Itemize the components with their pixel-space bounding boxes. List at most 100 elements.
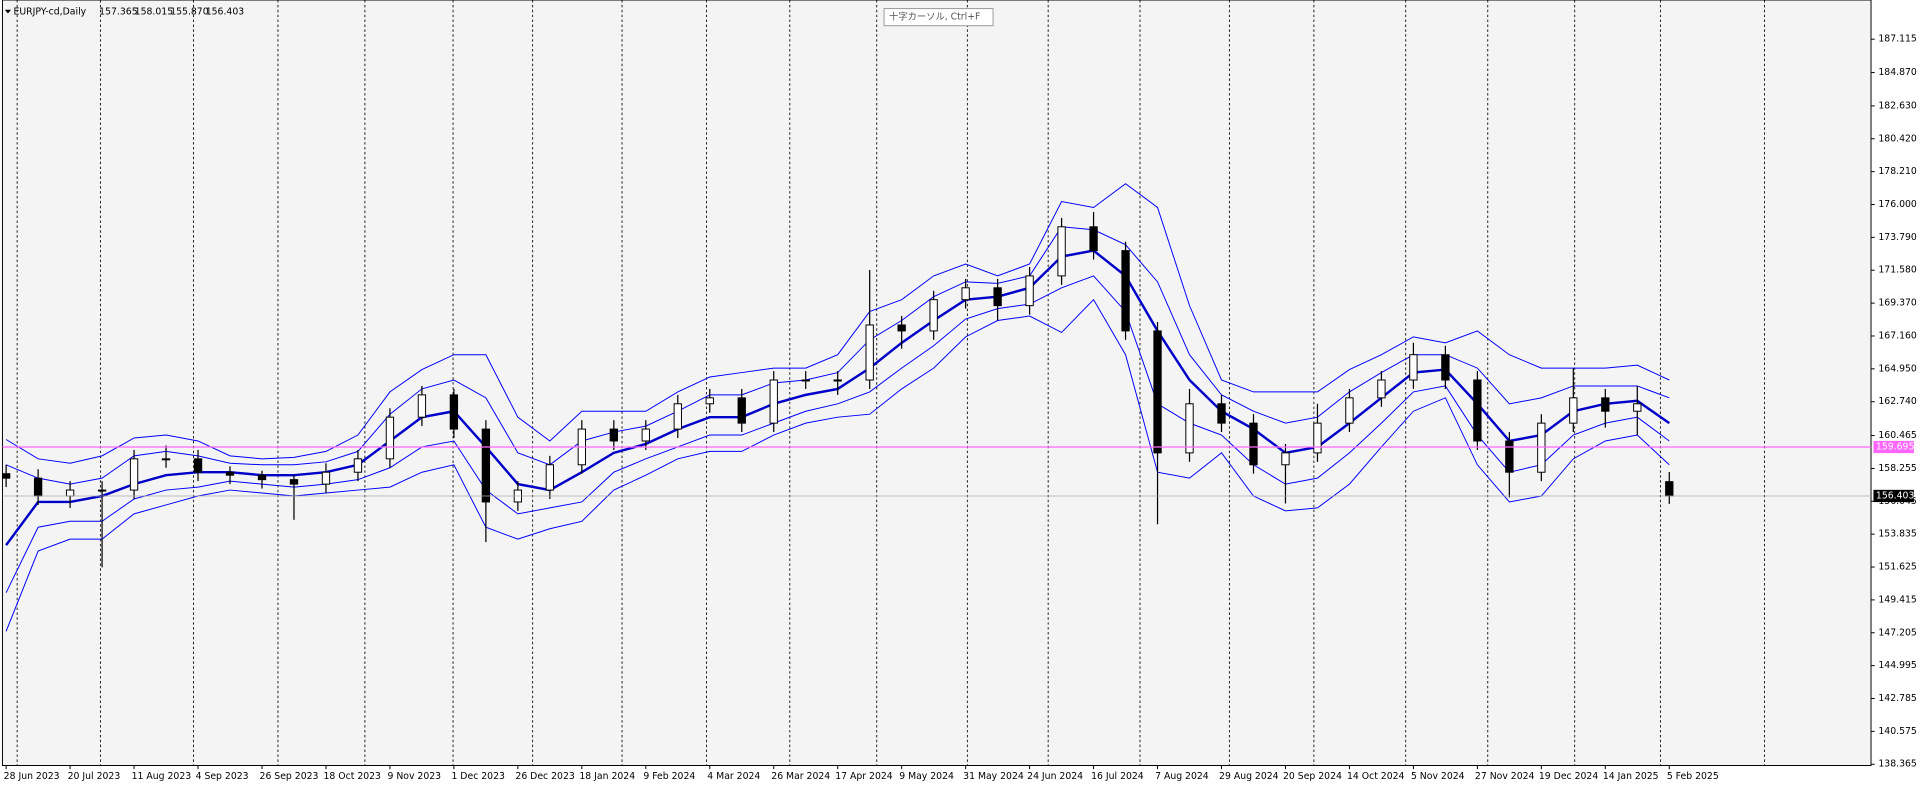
y-tick-label: 171.580 bbox=[1878, 265, 1917, 276]
candle-body bbox=[1057, 226, 1066, 277]
x-tick-label: 7 Aug 2024 bbox=[1155, 771, 1209, 782]
candle-body bbox=[449, 394, 459, 430]
x-tick-label: 17 Apr 2024 bbox=[835, 771, 893, 782]
candle-body bbox=[481, 428, 491, 503]
y-tick-label: 182.630 bbox=[1878, 100, 1917, 111]
y-tick-label: 153.835 bbox=[1878, 529, 1917, 540]
candle-body bbox=[129, 458, 139, 491]
candle-body bbox=[161, 458, 171, 461]
candle-body bbox=[1313, 422, 1322, 454]
symbol-label: EURJPY-cd,Daily bbox=[13, 7, 86, 18]
candle-body bbox=[1, 473, 11, 479]
candle-body bbox=[1601, 397, 1610, 412]
candle-body bbox=[1153, 330, 1162, 454]
y-tick-label: 162.740 bbox=[1878, 396, 1917, 407]
candle-body bbox=[417, 394, 427, 418]
x-tick-label: 9 Nov 2023 bbox=[387, 771, 441, 782]
x-tick-label: 1 Dec 2023 bbox=[451, 771, 505, 782]
x-tick-label: 29 Aug 2024 bbox=[1219, 771, 1279, 782]
candle-body bbox=[385, 416, 395, 460]
x-tick-label: 26 Dec 2023 bbox=[515, 771, 574, 782]
y-tick-label: 144.995 bbox=[1878, 660, 1917, 671]
open-label: 157.365 bbox=[99, 7, 138, 18]
y-tick-label: 158.255 bbox=[1878, 463, 1917, 474]
candle-body bbox=[545, 464, 555, 491]
candle-body bbox=[289, 479, 299, 485]
candle-body bbox=[1249, 422, 1258, 466]
candle-body bbox=[993, 287, 1002, 307]
candle-body bbox=[33, 477, 43, 497]
current-price-box bbox=[1873, 489, 1914, 503]
candles bbox=[1, 211, 1674, 568]
close-label: 156.403 bbox=[206, 7, 245, 18]
candle-body bbox=[769, 379, 778, 424]
candle-body bbox=[705, 397, 714, 405]
candle-body bbox=[257, 474, 267, 481]
low-label: 155.870 bbox=[170, 7, 209, 18]
x-tick-label: 27 Nov 2024 bbox=[1475, 771, 1535, 782]
y-tick-label: 169.370 bbox=[1878, 298, 1917, 309]
x-tick-label: 14 Jan 2025 bbox=[1603, 771, 1659, 782]
x-tick-label: 5 Nov 2024 bbox=[1411, 771, 1465, 782]
level-label-box bbox=[1873, 440, 1914, 454]
x-tick-label: 28 Jun 2023 bbox=[4, 771, 60, 782]
candle-body bbox=[641, 428, 650, 442]
menu-triangle[interactable] bbox=[4, 9, 12, 14]
x-tick-label: 26 Mar 2024 bbox=[771, 771, 830, 782]
x-tick-label: 9 Feb 2024 bbox=[643, 771, 695, 782]
x-tick-label: 4 Sep 2023 bbox=[196, 771, 249, 782]
candle-body bbox=[321, 471, 331, 485]
y-tick-label: 140.575 bbox=[1878, 726, 1917, 737]
tooltip-box bbox=[883, 8, 994, 27]
candle-body bbox=[1089, 226, 1098, 252]
current-price-label: 156.403 bbox=[1876, 490, 1915, 501]
x-tick-label: 16 Jul 2024 bbox=[1091, 771, 1144, 782]
x-tick-label: 20 Jul 2023 bbox=[68, 771, 121, 782]
x-tick-label: 14 Oct 2024 bbox=[1347, 771, 1405, 782]
x-tick-label: 5 Feb 2025 bbox=[1667, 771, 1719, 782]
candle-body bbox=[737, 397, 746, 424]
band-line bbox=[5, 298, 1670, 632]
y-tick-label: 173.790 bbox=[1878, 232, 1917, 243]
x-tick-label: 18 Oct 2023 bbox=[324, 771, 382, 782]
y-tick-label: 138.365 bbox=[1878, 759, 1917, 770]
candle-body bbox=[1505, 440, 1514, 473]
candle-body bbox=[225, 471, 235, 476]
candle-body bbox=[1441, 354, 1450, 381]
x-tick-label: 18 Jan 2024 bbox=[579, 771, 635, 782]
candle-body bbox=[961, 287, 970, 301]
candle-body bbox=[1569, 397, 1578, 424]
y-tick-label: 149.415 bbox=[1878, 594, 1917, 605]
candle-body bbox=[1121, 250, 1130, 332]
x-tick-label: 9 May 2024 bbox=[899, 771, 954, 782]
candle-body bbox=[1025, 275, 1034, 307]
level-label: 159.695 bbox=[1876, 442, 1915, 453]
y-tick-label: 187.115 bbox=[1878, 34, 1917, 45]
candle-body bbox=[97, 489, 107, 492]
candle-body bbox=[193, 458, 203, 473]
x-tick-label: 26 Sep 2023 bbox=[260, 771, 319, 782]
y-tick-label: 184.870 bbox=[1878, 67, 1917, 78]
candle-body bbox=[1409, 354, 1418, 381]
y-tick-label: 178.210 bbox=[1878, 166, 1917, 177]
y-tick-label: 151.625 bbox=[1878, 562, 1917, 573]
x-tick-label: 4 Mar 2024 bbox=[707, 771, 760, 782]
candle-body bbox=[1217, 403, 1226, 424]
candle-body bbox=[65, 489, 75, 497]
candle-body bbox=[1633, 403, 1642, 412]
high-label: 158.015 bbox=[135, 7, 174, 18]
y-tick-label: 147.205 bbox=[1878, 627, 1917, 638]
plot-area bbox=[1, 0, 1872, 766]
candle-body bbox=[897, 324, 906, 332]
band-line bbox=[5, 275, 1670, 593]
candle-body bbox=[1377, 379, 1386, 399]
tooltip-text: 十字カーソル, Ctrl+F bbox=[889, 11, 980, 23]
candle-body bbox=[1185, 403, 1194, 454]
candle-body bbox=[1281, 452, 1290, 466]
candle-body bbox=[1537, 422, 1546, 473]
candle-body bbox=[929, 299, 938, 332]
candle-body bbox=[609, 428, 618, 442]
y-tick-label: 160.465 bbox=[1878, 430, 1917, 441]
